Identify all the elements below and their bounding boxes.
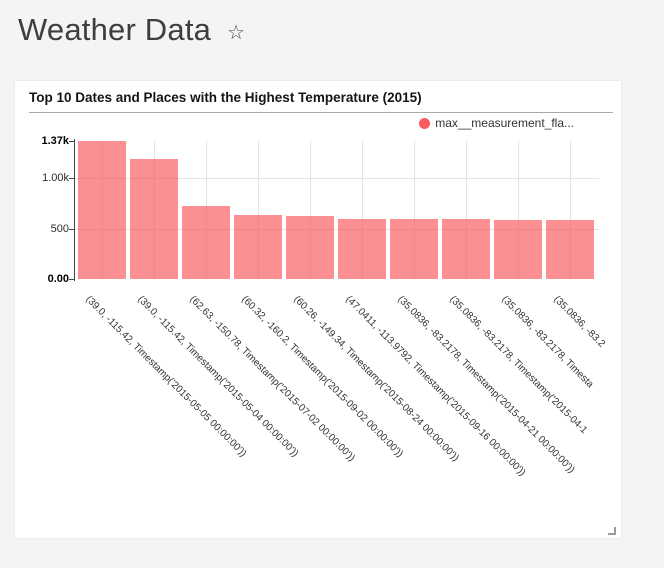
y-axis-label: 1.37k xyxy=(41,135,69,147)
bar[interactable] xyxy=(182,205,230,279)
x-axis-label: (35.0836, -83.2 xyxy=(551,294,607,350)
x-axis-label: (47.0411, -113.9792, Timestamp('2015-09-… xyxy=(343,294,528,479)
x-gridline xyxy=(518,141,519,279)
title-divider xyxy=(29,112,613,113)
bar[interactable] xyxy=(442,219,490,279)
x-gridline xyxy=(258,141,259,279)
x-axis-label: (35.0836, -83.2178, Timestamp('2015-04-2… xyxy=(395,294,577,476)
page-header: Weather Data ☆ xyxy=(18,8,245,52)
bar[interactable] xyxy=(546,220,594,279)
bar[interactable] xyxy=(286,215,334,279)
x-gridline xyxy=(414,141,415,279)
legend-marker-icon xyxy=(419,117,431,129)
bar-chart: 1.37k 1.00k 500 0.00 (39.0, -115.42, Timesta… xyxy=(15,81,621,538)
bar[interactable] xyxy=(338,218,386,279)
y-axis-tick xyxy=(69,178,74,180)
bar[interactable] xyxy=(390,219,438,279)
y-axis-label: 1.00k xyxy=(42,172,69,185)
x-axis-label: (35.0836, -83.2178, Timesta xyxy=(499,294,596,391)
bar[interactable] xyxy=(494,219,542,279)
chart-title: Top 10 Dates and Places with the Highest… xyxy=(29,90,422,105)
bar[interactable] xyxy=(130,158,178,279)
y-gridline xyxy=(74,178,599,180)
legend-item[interactable]: max__measurement_fla... xyxy=(419,116,574,130)
y-axis-label: 0.00 xyxy=(47,273,69,285)
y-gridline xyxy=(74,228,599,230)
x-gridline xyxy=(570,141,571,279)
bar[interactable] xyxy=(78,141,126,279)
resize-handle-icon[interactable] xyxy=(608,527,616,535)
bar[interactable] xyxy=(234,214,282,279)
y-axis-label: 500 xyxy=(50,222,69,235)
x-gridline xyxy=(466,141,467,279)
y-axis-tick xyxy=(69,141,74,142)
y-axis-tick xyxy=(69,279,74,280)
x-gridline xyxy=(362,141,363,279)
x-gridline xyxy=(310,141,311,279)
page-title: Weather Data xyxy=(18,12,212,47)
y-axis-tick xyxy=(69,228,74,230)
favorite-star-icon[interactable]: ☆ xyxy=(227,22,246,44)
legend-label: max__measurement_fla... xyxy=(435,116,574,130)
y-axis-line xyxy=(74,139,75,281)
chart-card: Top 10 Dates and Places with the Highest… xyxy=(14,80,622,539)
